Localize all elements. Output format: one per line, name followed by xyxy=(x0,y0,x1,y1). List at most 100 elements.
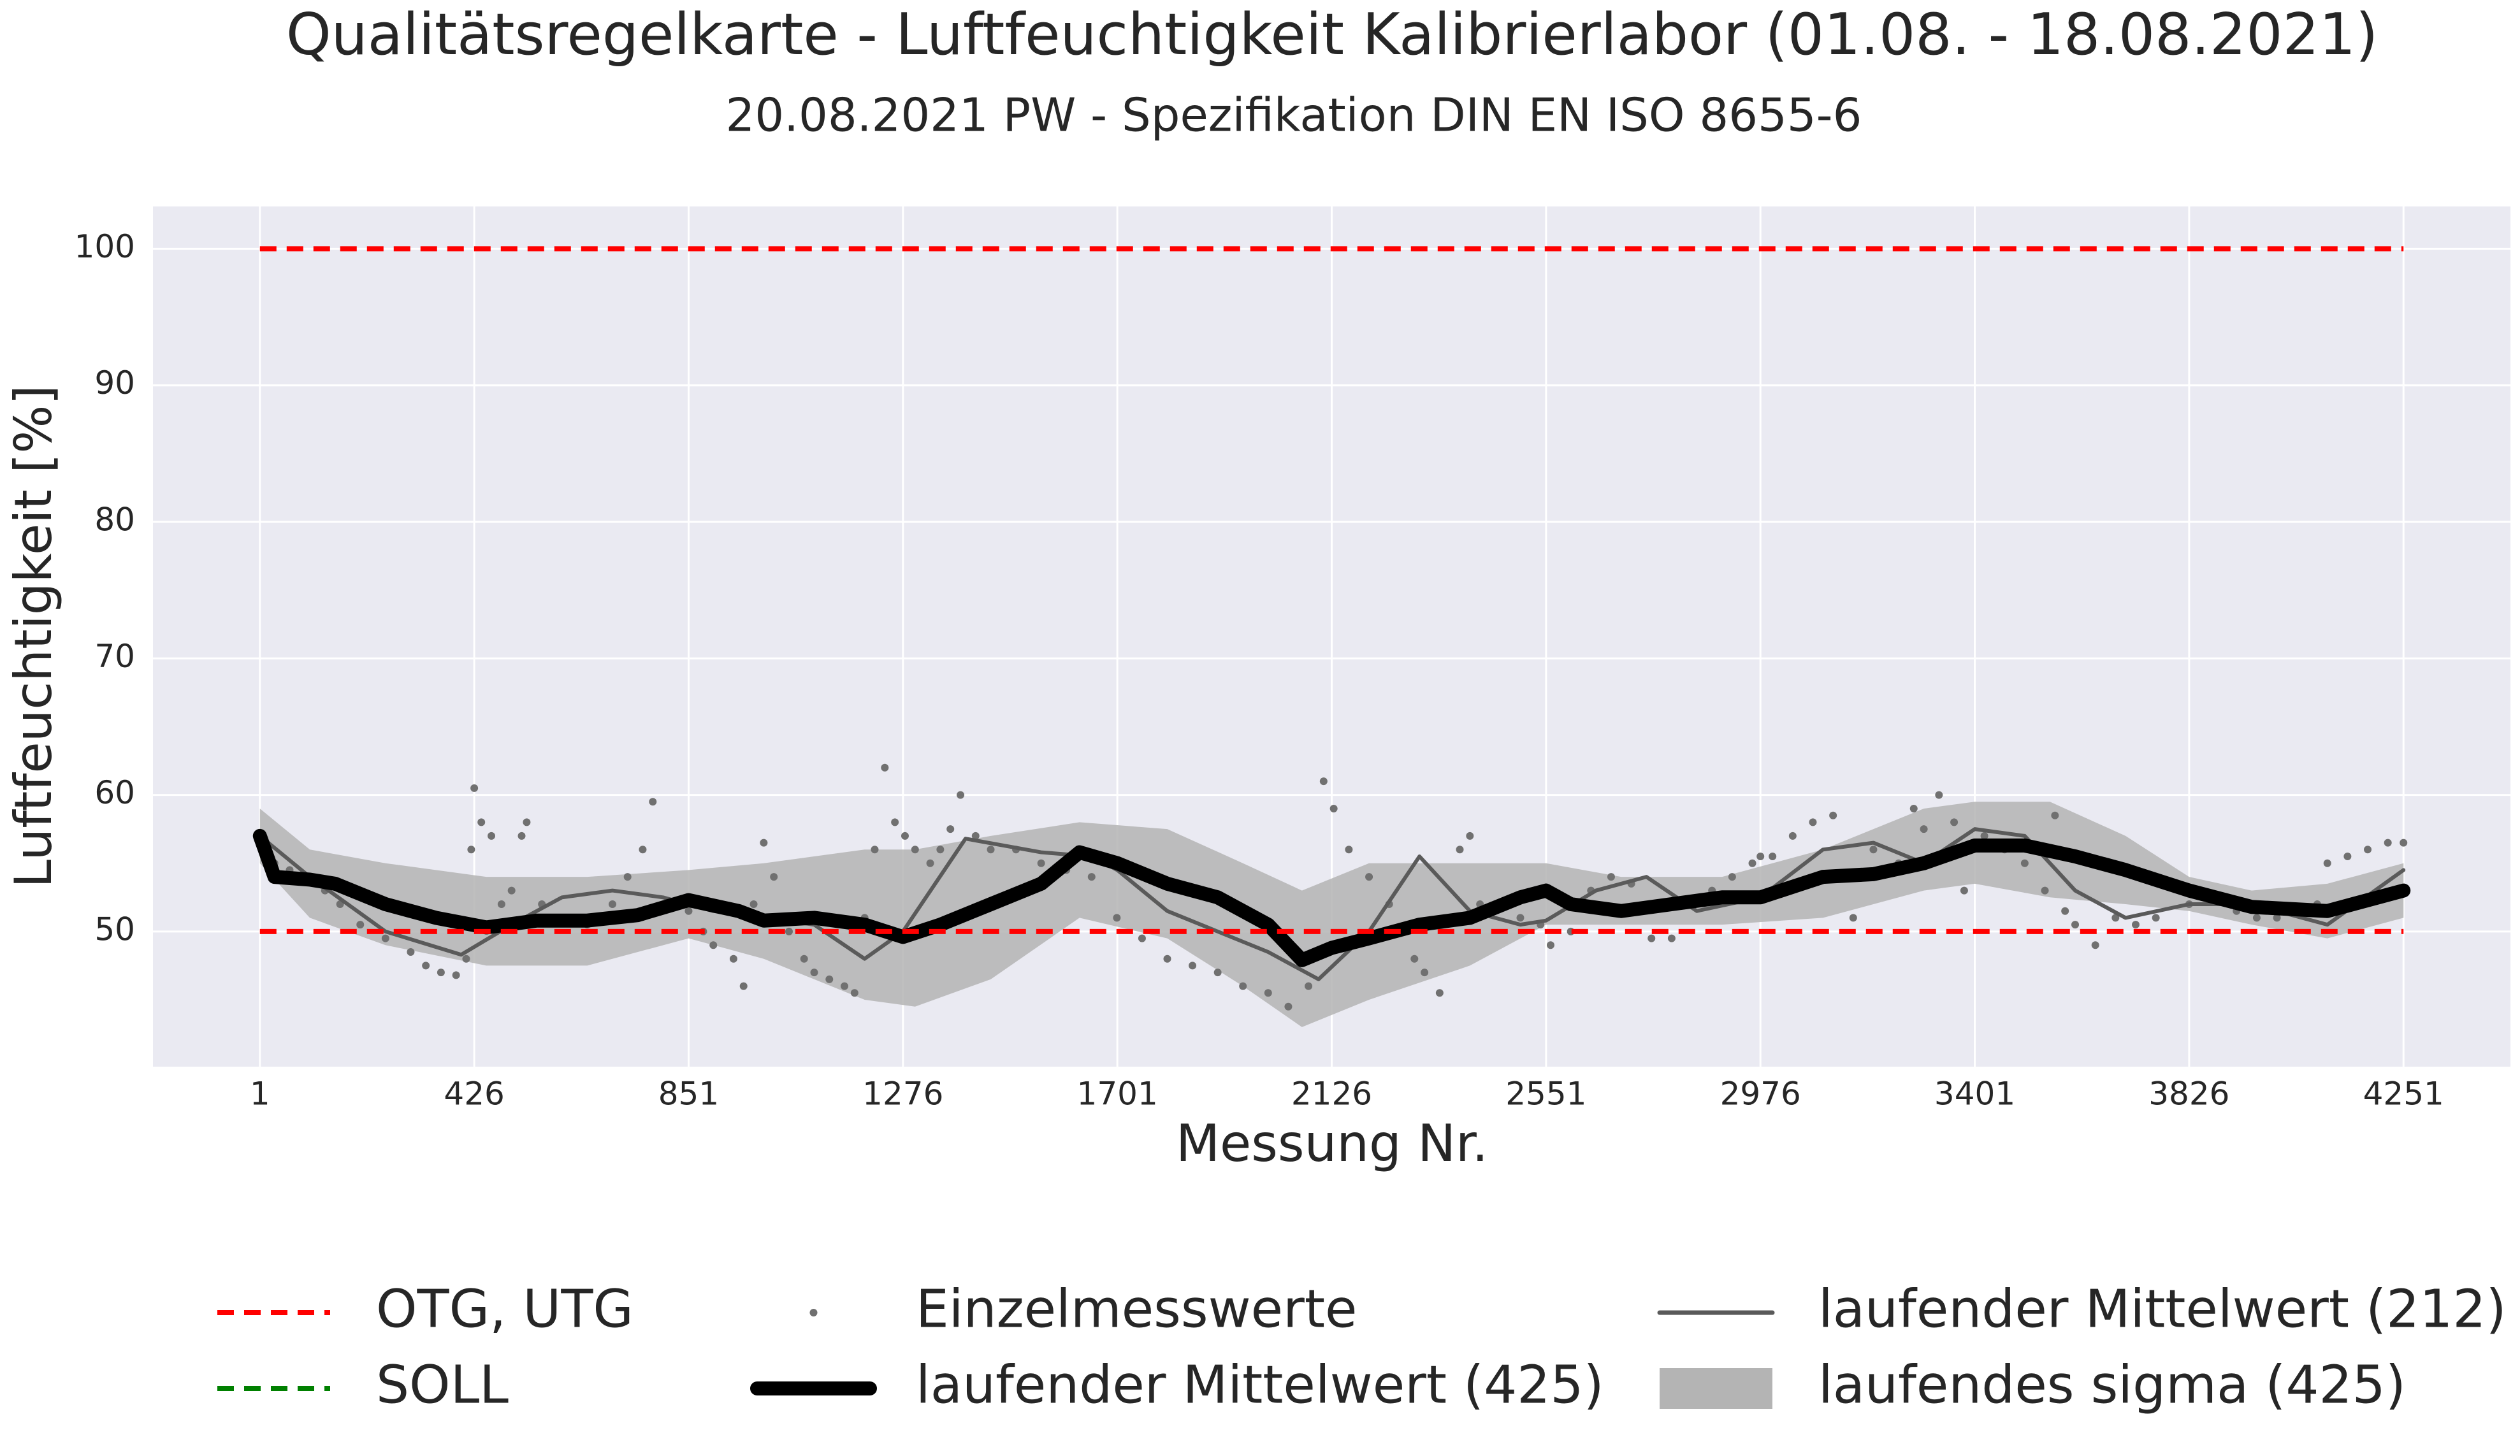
point xyxy=(1138,934,1146,942)
point xyxy=(1365,873,1373,881)
point xyxy=(1239,982,1247,990)
point xyxy=(946,825,955,833)
y-axis-title: Luftfeuchtigkeit [%] xyxy=(4,385,63,888)
x-tick-label: 3401 xyxy=(1934,1076,2015,1113)
point xyxy=(1329,805,1338,812)
point xyxy=(452,971,460,979)
point xyxy=(497,900,505,908)
legend-label: laufendes sigma (425) xyxy=(1818,1355,2406,1415)
point xyxy=(1410,955,1419,963)
point xyxy=(1809,818,1817,826)
point xyxy=(2384,839,2392,847)
point xyxy=(477,818,486,826)
point xyxy=(1319,777,1328,786)
point xyxy=(2400,839,2408,847)
point xyxy=(1466,832,1474,840)
point xyxy=(1087,873,1096,881)
point xyxy=(800,955,808,963)
x-tick-label: 4251 xyxy=(2363,1076,2444,1113)
point xyxy=(1935,791,1943,799)
point xyxy=(1849,914,1857,922)
point xyxy=(649,798,657,806)
point xyxy=(1788,832,1797,840)
point xyxy=(1421,969,1429,977)
point xyxy=(2071,921,2080,929)
y-tick-label: 100 xyxy=(75,228,135,265)
point xyxy=(467,846,475,854)
x-tick-label: 851 xyxy=(658,1076,719,1113)
x-tick-label: 426 xyxy=(444,1076,504,1113)
point xyxy=(911,846,919,854)
point xyxy=(356,921,365,929)
point xyxy=(623,873,632,881)
running-mean-line xyxy=(257,827,2406,981)
point xyxy=(2343,853,2352,860)
point xyxy=(1829,811,1837,819)
point xyxy=(422,962,430,970)
point xyxy=(1163,955,1171,963)
x-tick-label: 3826 xyxy=(2148,1076,2229,1113)
point xyxy=(871,846,879,854)
point xyxy=(971,832,980,840)
y-tick-label: 70 xyxy=(94,638,135,675)
point xyxy=(2020,859,2029,867)
point xyxy=(1748,859,1756,867)
point xyxy=(1546,941,1554,949)
running-mean-line xyxy=(252,828,2411,967)
legend-label: laufender Mittelwert (212) xyxy=(1818,1279,2507,1339)
point xyxy=(850,989,858,997)
point xyxy=(684,907,693,915)
x-tick-label: 1276 xyxy=(862,1076,943,1113)
point xyxy=(507,886,516,895)
point xyxy=(936,846,945,854)
point xyxy=(1284,1002,1293,1011)
y-tick-label: 90 xyxy=(94,364,135,401)
legend-label: SOLL xyxy=(376,1355,509,1415)
point xyxy=(881,763,889,772)
point xyxy=(1213,969,1222,977)
point xyxy=(2131,921,2140,929)
point xyxy=(891,818,899,826)
y-tick-label: 60 xyxy=(94,774,135,811)
point xyxy=(926,859,934,867)
point xyxy=(1960,886,1968,895)
point xyxy=(1769,853,1777,860)
y-tick-label: 50 xyxy=(94,911,135,948)
point xyxy=(381,934,389,942)
point xyxy=(2252,914,2261,922)
point xyxy=(709,941,718,949)
point xyxy=(2364,846,2372,854)
point xyxy=(1305,982,1313,990)
point xyxy=(729,955,737,963)
point xyxy=(1667,934,1676,942)
point xyxy=(2041,886,2049,895)
point xyxy=(2111,914,2120,922)
point xyxy=(770,873,778,881)
point xyxy=(2051,811,2059,819)
point xyxy=(825,975,834,983)
point xyxy=(1037,859,1045,867)
point xyxy=(987,846,995,854)
point xyxy=(1516,914,1524,922)
point xyxy=(901,832,909,840)
legend-label: laufender Mittelwert (425) xyxy=(916,1355,1604,1415)
point xyxy=(1980,832,1988,840)
legend-label: OTG, UTG xyxy=(376,1279,634,1339)
y-tick-label: 80 xyxy=(94,501,135,538)
point xyxy=(1909,805,1918,812)
legend-swatch xyxy=(809,1309,818,1316)
point xyxy=(1869,846,1878,854)
point xyxy=(785,927,793,935)
point xyxy=(639,846,647,854)
point xyxy=(407,948,415,956)
point xyxy=(1113,914,1121,922)
x-tick-label: 2551 xyxy=(1505,1076,1586,1113)
point xyxy=(518,832,526,840)
legend-swatch xyxy=(1660,1368,1772,1409)
point xyxy=(1345,846,1353,854)
point xyxy=(523,818,531,826)
sigma-band xyxy=(259,802,2404,1027)
x-tick-label: 2126 xyxy=(1291,1076,1372,1113)
point xyxy=(1728,873,1736,881)
